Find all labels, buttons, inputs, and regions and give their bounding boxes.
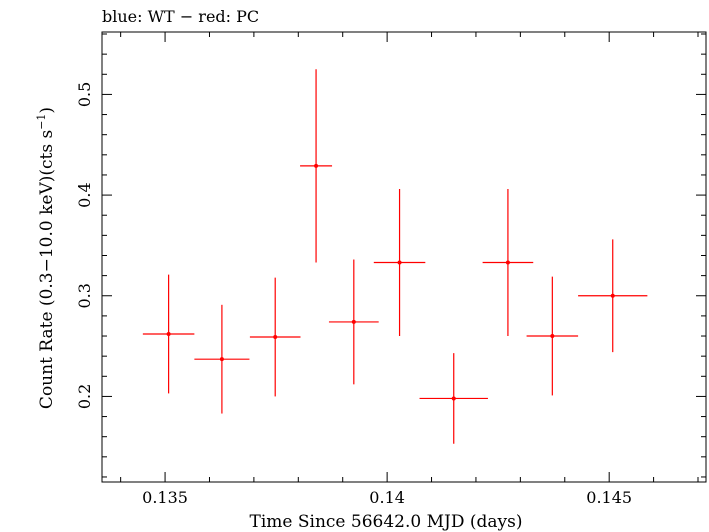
y-tick-label: 0.2 bbox=[75, 384, 94, 409]
point-marker bbox=[505, 260, 510, 265]
point-marker bbox=[273, 335, 278, 340]
x-axis-label: Time Since 56642.0 MJD (days) bbox=[250, 512, 523, 532]
point-marker bbox=[314, 163, 319, 168]
x-tick-label: 0.145 bbox=[586, 488, 632, 507]
data-point bbox=[249, 277, 301, 397]
chart-title: blue: WT − red: PC bbox=[102, 7, 259, 26]
data-point bbox=[526, 276, 579, 396]
axis-ticks bbox=[102, 32, 706, 482]
y-tick-label: 0.3 bbox=[75, 283, 94, 308]
point-marker bbox=[219, 357, 224, 362]
y-axis-label: Count Rate (0.3−10.0 keV)(cts s−1) bbox=[35, 107, 57, 409]
y-axis-label-close: ) bbox=[37, 107, 57, 114]
data-point bbox=[482, 189, 534, 337]
point-marker bbox=[397, 260, 402, 265]
data-point bbox=[142, 274, 195, 394]
data-point bbox=[194, 304, 250, 414]
x-tick-label: 0.14 bbox=[369, 488, 405, 507]
data-point bbox=[578, 239, 648, 353]
y-axis-label-exponent: −1 bbox=[35, 114, 48, 130]
y-tick-label: 0.4 bbox=[75, 182, 94, 207]
point-marker bbox=[351, 319, 356, 324]
axis-tick-labels: 0.135 0.14 0.145 0.2 0.3 0.4 0.5 bbox=[75, 82, 632, 507]
y-axis-label-main: Count Rate (0.3−10.0 keV)(cts s bbox=[37, 130, 57, 409]
data-point bbox=[328, 259, 379, 385]
data-point bbox=[419, 353, 488, 444]
plot-frame bbox=[101, 31, 707, 483]
point-marker bbox=[550, 334, 555, 339]
y-tick-label: 0.5 bbox=[75, 82, 94, 107]
data-points bbox=[142, 69, 648, 444]
point-marker bbox=[610, 293, 615, 298]
data-point bbox=[373, 189, 426, 337]
point-marker bbox=[166, 332, 171, 337]
x-tick-label: 0.135 bbox=[142, 488, 188, 507]
data-point bbox=[300, 69, 333, 263]
point-marker bbox=[451, 396, 456, 401]
